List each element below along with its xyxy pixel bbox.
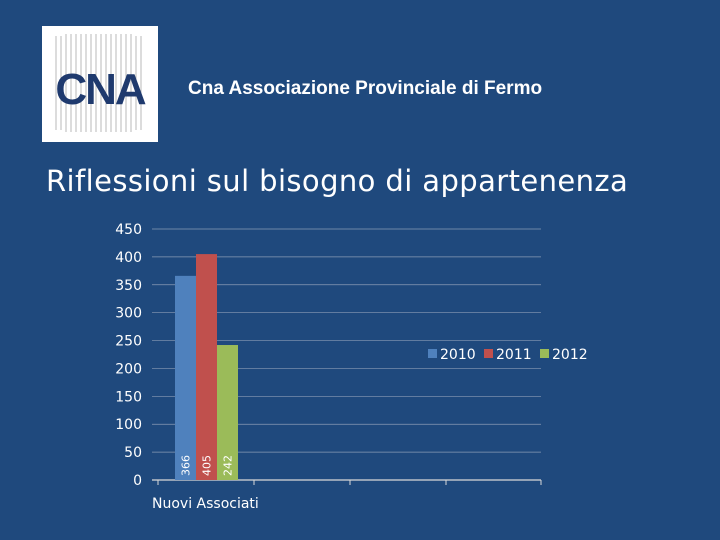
legend-swatch-2011 xyxy=(484,349,493,358)
bars xyxy=(175,254,238,480)
bar-2011 xyxy=(196,254,217,480)
x-axis-categories: Nuovi Associati xyxy=(152,496,259,512)
legend-label-2011: 2011 xyxy=(496,347,532,363)
y-tick-label: 400 xyxy=(115,250,142,266)
data-label-2010: 366 xyxy=(180,455,193,476)
bar-2010 xyxy=(175,275,196,480)
y-axis-ticks: 0 50 100 150 200 250 300 350 400 450 xyxy=(115,222,142,489)
y-tick-label: 100 xyxy=(115,417,142,433)
y-tick-label: 250 xyxy=(115,334,142,350)
legend-swatch-2012 xyxy=(540,349,549,358)
y-tick-label: 0 xyxy=(133,473,142,489)
bar-2012 xyxy=(217,345,238,480)
data-label-2011: 405 xyxy=(201,455,214,476)
y-tick-label: 150 xyxy=(115,389,142,405)
legend: 2010 2011 2012 xyxy=(428,347,588,363)
cna-logo: CNA xyxy=(42,26,158,142)
cna-logo-graphic: CNA xyxy=(55,34,148,132)
slide-title: Riflessioni sul bisogno di appartenenza xyxy=(46,164,629,198)
y-tick-label: 300 xyxy=(115,306,142,322)
legend-label-2012: 2012 xyxy=(552,347,588,363)
logo-text: CNA xyxy=(55,65,146,114)
legend-swatch-2010 xyxy=(428,349,437,358)
header-title: Cna Associazione Provinciale di Fermo xyxy=(188,78,543,99)
legend-label-2010: 2010 xyxy=(440,347,476,363)
y-tick-label: 50 xyxy=(124,445,142,461)
x-category-label: Nuovi Associati xyxy=(152,496,259,512)
data-labels: 366 405 242 xyxy=(180,455,235,476)
data-label-2012: 242 xyxy=(222,455,235,476)
y-tick-label: 200 xyxy=(115,361,142,377)
y-tick-label: 350 xyxy=(115,278,142,294)
y-tick-label: 450 xyxy=(115,222,142,238)
